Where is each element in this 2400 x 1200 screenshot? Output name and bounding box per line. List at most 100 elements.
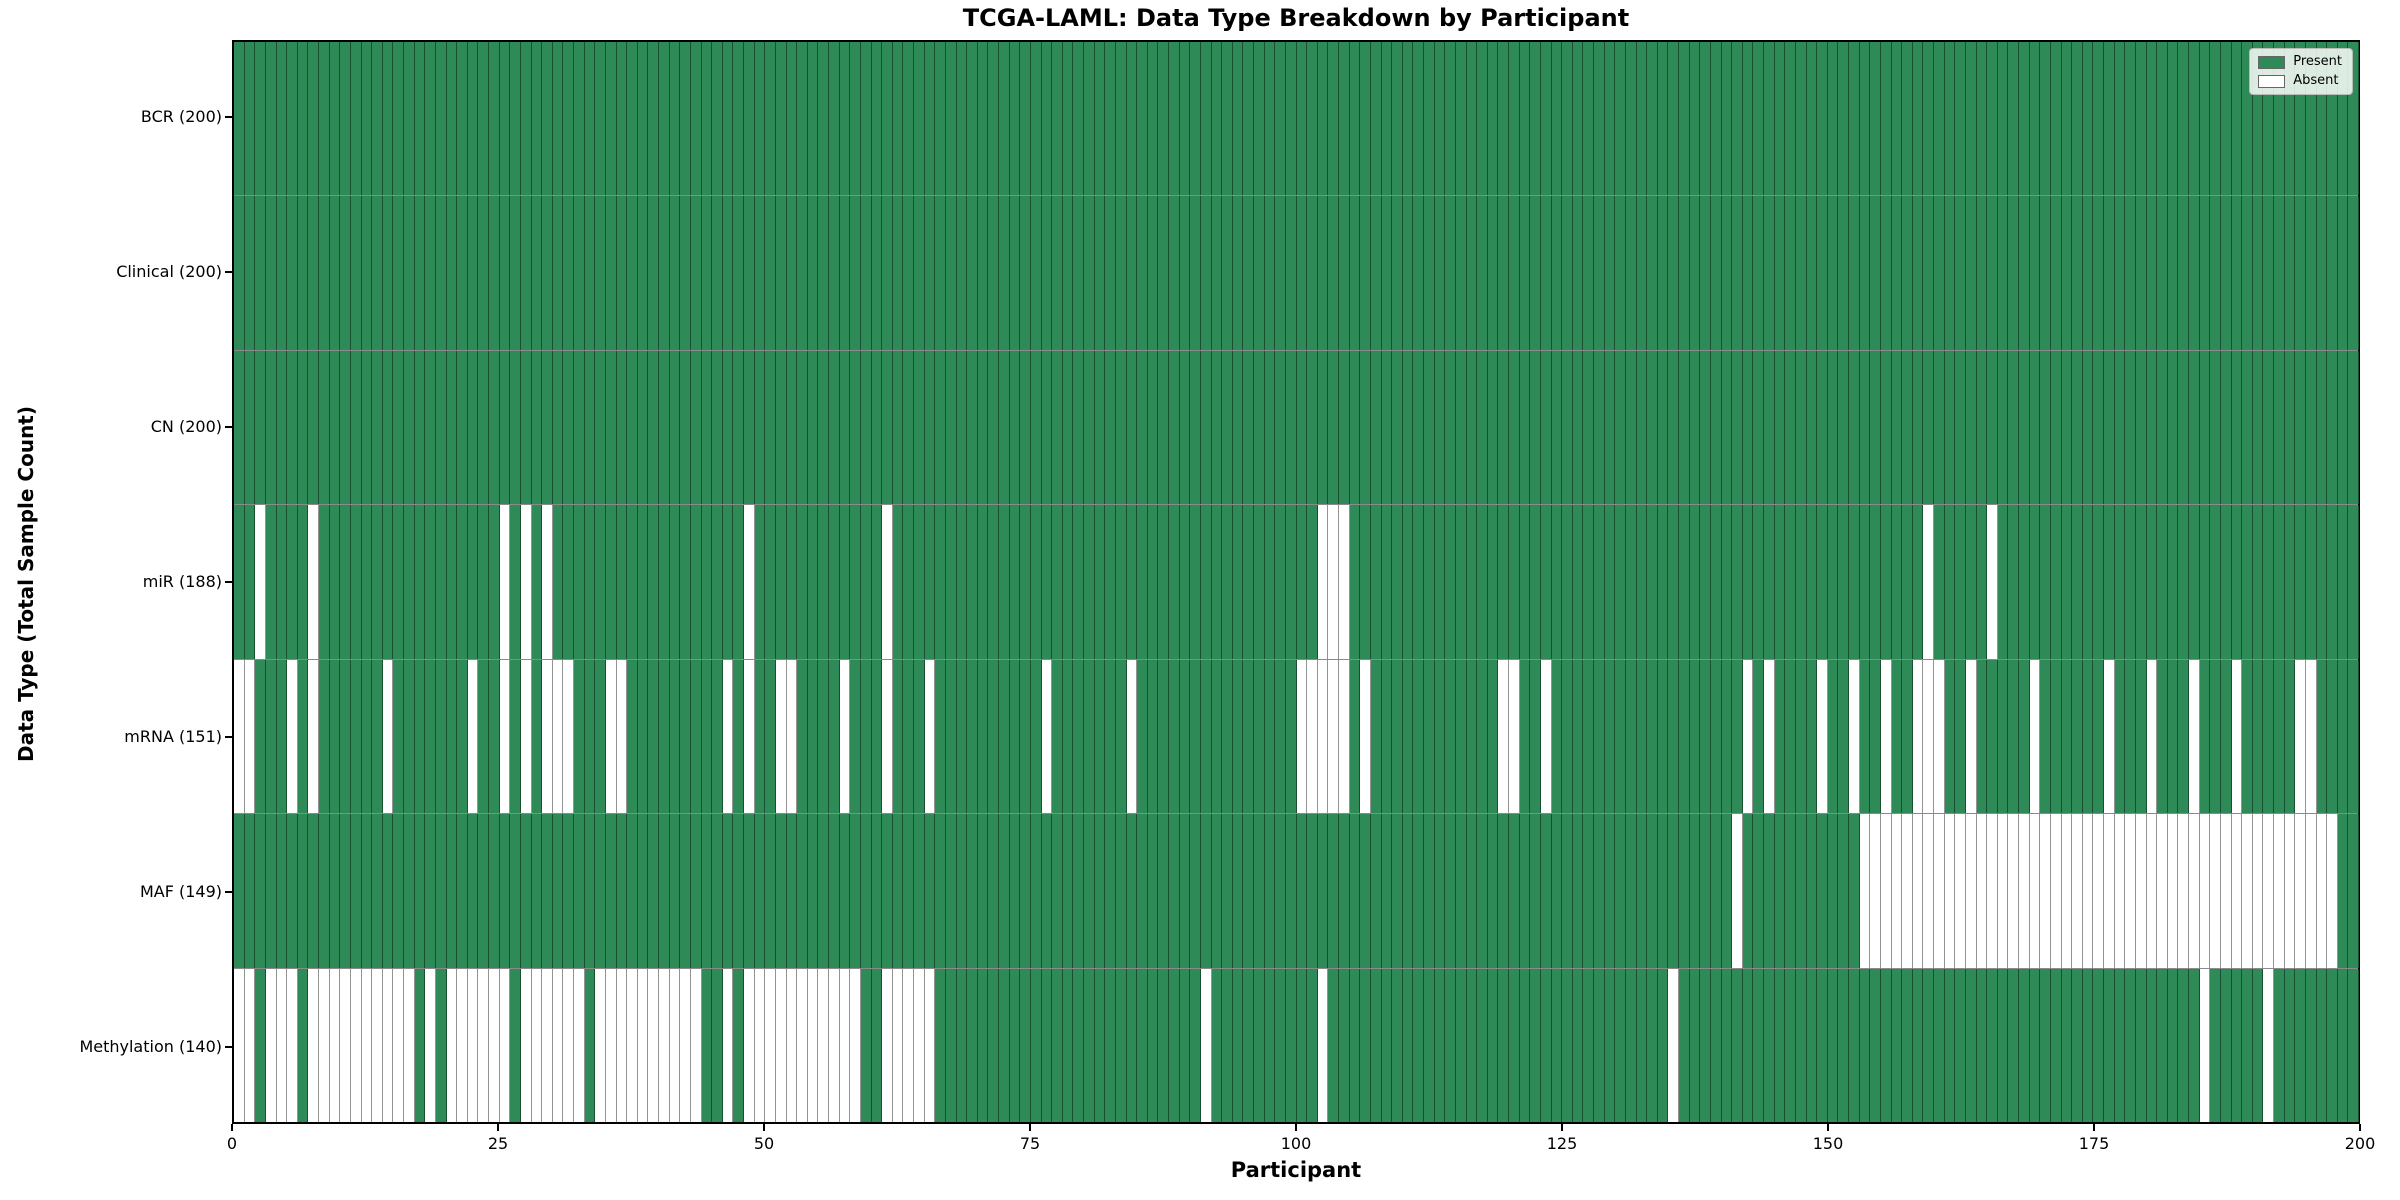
cell-MAF-111 xyxy=(1413,814,1424,968)
cell-MAF-99 xyxy=(1285,814,1297,968)
cell-BCR-149 xyxy=(1817,42,1828,196)
x-tick-label-125: 125 xyxy=(1546,1134,1578,1153)
cell-MAF-89 xyxy=(1179,814,1191,968)
cell-Clinical-24 xyxy=(489,196,500,350)
cell-Clinical-133 xyxy=(1647,196,1658,350)
cell-mRNA-2 xyxy=(255,659,266,814)
cell-CN-106 xyxy=(1360,350,1371,505)
cell-Methylation-185 xyxy=(2199,968,2211,1122)
cell-mRNA-45 xyxy=(712,659,723,814)
cell-mRNA-188 xyxy=(2231,659,2243,814)
cell-Methylation-114 xyxy=(1445,968,1456,1122)
cell-CN-127 xyxy=(1583,350,1594,505)
cell-BCR-118 xyxy=(1487,42,1499,196)
cell-mRNA-124 xyxy=(1551,659,1563,814)
cell-mRNA-199 xyxy=(2348,659,2359,814)
cell-MAF-110 xyxy=(1402,814,1414,968)
cell-CN-152 xyxy=(1849,350,1860,505)
cell-Clinical-107 xyxy=(1370,196,1382,350)
cell-mRNA-68 xyxy=(956,659,968,814)
cell-MAF-172 xyxy=(2061,814,2073,968)
cell-BCR-114 xyxy=(1445,42,1456,196)
cell-BCR-177 xyxy=(2114,42,2126,196)
cell-BCR-165 xyxy=(1987,42,1998,196)
cell-miR-183 xyxy=(2178,505,2189,659)
cell-Clinical-26 xyxy=(510,196,521,350)
cell-BCR-73 xyxy=(1009,42,1021,196)
cell-miR-28 xyxy=(531,505,543,659)
cell-Methylation-57 xyxy=(839,968,851,1122)
cell-BCR-88 xyxy=(1169,42,1180,196)
cell-miR-55 xyxy=(818,505,829,659)
cell-miR-102 xyxy=(1317,505,1329,659)
cell-BCR-77 xyxy=(1052,42,1063,196)
cell-MAF-4 xyxy=(276,814,288,968)
cell-Clinical-27 xyxy=(520,196,532,350)
cell-Clinical-157 xyxy=(1902,196,1913,350)
cell-BCR-37 xyxy=(627,42,638,196)
cell-MAF-55 xyxy=(818,814,829,968)
cell-CN-192 xyxy=(2274,350,2285,505)
cell-Methylation-35 xyxy=(605,968,617,1122)
cell-Clinical-151 xyxy=(1838,196,1849,350)
cell-CN-130 xyxy=(1615,350,1626,505)
cell-Methylation-142 xyxy=(1742,968,1754,1122)
cell-Methylation-163 xyxy=(1965,968,1977,1122)
cell-Clinical-108 xyxy=(1381,196,1393,350)
cell-CN-40 xyxy=(659,350,670,505)
cell-Clinical-156 xyxy=(1891,196,1903,350)
cell-Clinical-83 xyxy=(1115,196,1127,350)
cell-mRNA-165 xyxy=(1987,659,1998,814)
cell-MAF-185 xyxy=(2199,814,2211,968)
y-tick-mark xyxy=(225,426,232,429)
cell-miR-3 xyxy=(265,505,277,659)
cell-BCR-147 xyxy=(1795,42,1807,196)
cell-mRNA-161 xyxy=(1944,659,1956,814)
cell-mRNA-26 xyxy=(510,659,521,814)
cell-Methylation-126 xyxy=(1572,968,1584,1122)
cell-Clinical-14 xyxy=(382,196,394,350)
cell-miR-76 xyxy=(1041,505,1053,659)
cell-CN-75 xyxy=(1030,350,1042,505)
cell-miR-195 xyxy=(2305,505,2317,659)
cell-BCR-195 xyxy=(2305,42,2317,196)
cell-MAF-30 xyxy=(552,814,564,968)
cell-Methylation-55 xyxy=(818,968,829,1122)
cell-mRNA-74 xyxy=(1020,659,1031,814)
cell-MAF-51 xyxy=(775,814,787,968)
cell-miR-45 xyxy=(712,505,723,659)
cell-BCR-134 xyxy=(1657,42,1669,196)
cell-Methylation-153 xyxy=(1859,968,1871,1122)
cell-Clinical-92 xyxy=(1211,196,1223,350)
cell-miR-133 xyxy=(1647,505,1658,659)
cell-mRNA-84 xyxy=(1126,659,1138,814)
cell-BCR-67 xyxy=(945,42,957,196)
cell-MAF-100 xyxy=(1296,814,1308,968)
cell-CN-110 xyxy=(1402,350,1414,505)
cell-BCR-164 xyxy=(1976,42,1988,196)
cell-BCR-171 xyxy=(2050,42,2062,196)
cell-MAF-167 xyxy=(2008,814,2019,968)
cell-Clinical-29 xyxy=(542,196,553,350)
cell-Clinical-121 xyxy=(1519,196,1531,350)
cell-MAF-10 xyxy=(340,814,351,968)
cell-miR-90 xyxy=(1190,505,1201,659)
cell-mRNA-169 xyxy=(2029,659,2041,814)
cell-CN-131 xyxy=(1625,350,1637,505)
cell-miR-113 xyxy=(1434,505,1446,659)
cell-CN-156 xyxy=(1891,350,1903,505)
cell-Methylation-196 xyxy=(2316,968,2328,1122)
cell-BCR-71 xyxy=(988,42,999,196)
cell-CN-141 xyxy=(1732,350,1743,505)
cell-Methylation-75 xyxy=(1030,968,1042,1122)
cell-mRNA-151 xyxy=(1838,659,1849,814)
cell-CN-98 xyxy=(1275,350,1286,505)
cell-Methylation-131 xyxy=(1625,968,1637,1122)
cell-CN-138 xyxy=(1700,350,1711,505)
cell-MAF-103 xyxy=(1328,814,1339,968)
cell-mRNA-178 xyxy=(2125,659,2136,814)
cell-CN-77 xyxy=(1052,350,1063,505)
cell-miR-137 xyxy=(1689,505,1701,659)
cell-Clinical-36 xyxy=(616,196,628,350)
cell-Methylation-46 xyxy=(722,968,734,1122)
